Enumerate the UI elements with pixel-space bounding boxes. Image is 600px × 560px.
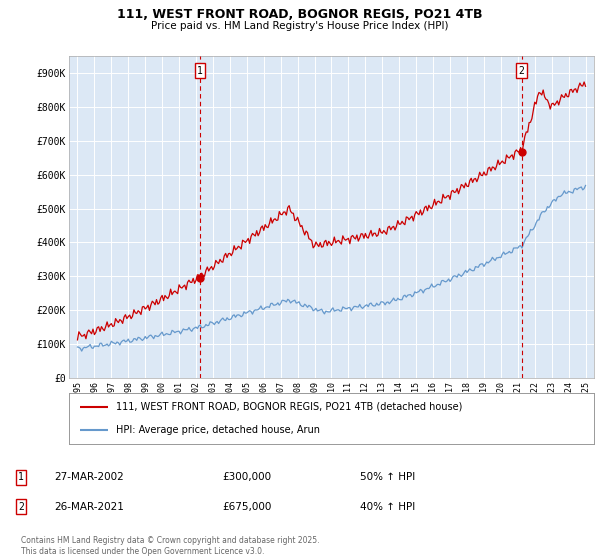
- Text: 40% ↑ HPI: 40% ↑ HPI: [360, 502, 415, 512]
- Text: 2: 2: [519, 66, 524, 76]
- Text: 2: 2: [18, 502, 24, 512]
- Text: 111, WEST FRONT ROAD, BOGNOR REGIS, PO21 4TB (detached house): 111, WEST FRONT ROAD, BOGNOR REGIS, PO21…: [116, 402, 463, 412]
- Text: £675,000: £675,000: [222, 502, 271, 512]
- Text: 50% ↑ HPI: 50% ↑ HPI: [360, 472, 415, 482]
- Text: Contains HM Land Registry data © Crown copyright and database right 2025.
This d: Contains HM Land Registry data © Crown c…: [21, 536, 320, 556]
- Text: 1: 1: [18, 472, 24, 482]
- Text: HPI: Average price, detached house, Arun: HPI: Average price, detached house, Arun: [116, 425, 320, 435]
- Text: 1: 1: [197, 66, 203, 76]
- Text: £300,000: £300,000: [222, 472, 271, 482]
- Text: 111, WEST FRONT ROAD, BOGNOR REGIS, PO21 4TB: 111, WEST FRONT ROAD, BOGNOR REGIS, PO21…: [117, 8, 483, 21]
- Text: 27-MAR-2002: 27-MAR-2002: [54, 472, 124, 482]
- Text: Price paid vs. HM Land Registry's House Price Index (HPI): Price paid vs. HM Land Registry's House …: [151, 21, 449, 31]
- Text: 26-MAR-2021: 26-MAR-2021: [54, 502, 124, 512]
